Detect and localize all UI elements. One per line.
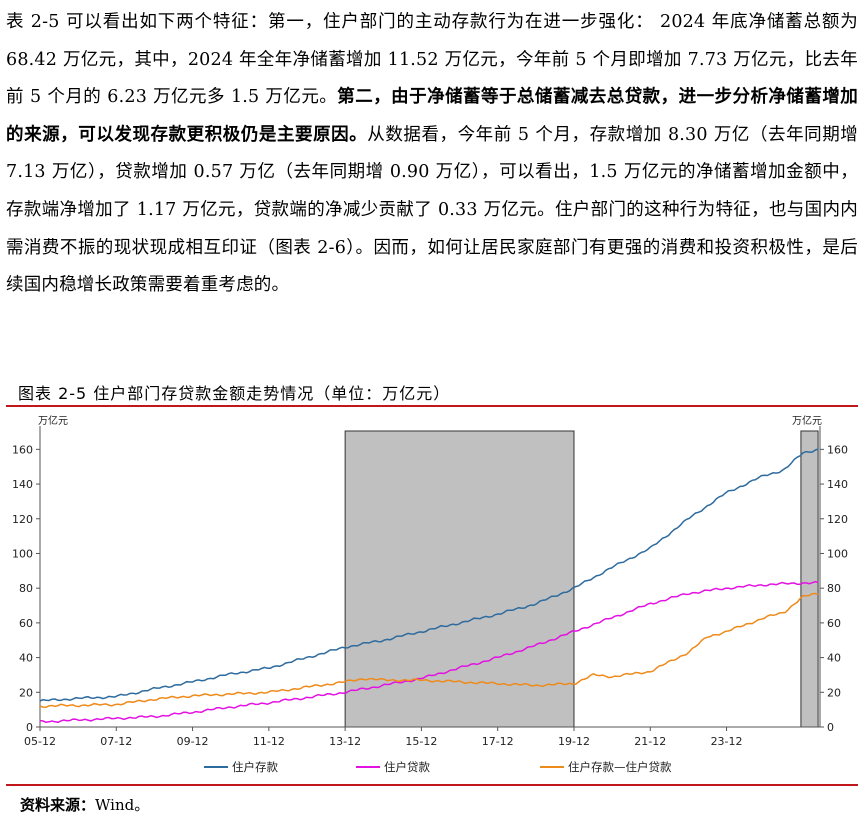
x-tick-label: 21-12 xyxy=(634,735,666,748)
x-tick-label: 11-12 xyxy=(253,735,285,748)
source-value: Wind。 xyxy=(95,796,150,814)
y-axis-unit-right: 万亿元 xyxy=(792,414,822,427)
body-paragraph: 表 2-5 可以看出如下两个特征：第一，住户部门的主动存款行为在进一步强化： 2… xyxy=(6,4,858,305)
y-tick-label-right: 140 xyxy=(827,478,848,491)
x-tick-label: 23-12 xyxy=(711,735,743,748)
y-tick-label-right: 40 xyxy=(827,652,841,665)
y-tick-label-left: 0 xyxy=(26,721,33,734)
x-tick-label: 17-12 xyxy=(482,735,514,748)
paragraph-part-2: 从数据看，今年前 5 个月，存款增加 8.30 万亿（去年同期增 7.13 万亿… xyxy=(6,124,858,296)
deposit-loan-chart: 0 0 20 20 40 40 60 60 80 80 100 100 120 120 140 140 160 1… xyxy=(12,414,848,774)
y-tick-label-left: 40 xyxy=(19,652,33,665)
x-tick-label: 13-12 xyxy=(329,735,361,748)
y-tick-label-right: 100 xyxy=(827,547,848,560)
shaded-region-1 xyxy=(800,430,819,728)
source-note: 资料来源：Wind。 xyxy=(20,794,149,815)
source-label: 资料来源： xyxy=(20,796,96,814)
paragraph-part-1: 表 2-5 可以看出如下两个特征：第一，住户部门的主动存款行为在进一步强化： 2… xyxy=(6,12,858,108)
x-tick-label: 19-12 xyxy=(558,735,590,748)
y-tick-label-left: 60 xyxy=(19,617,33,630)
x-tick-label: 07-12 xyxy=(100,735,132,748)
x-tick-label: 09-12 xyxy=(177,735,209,748)
y-tick-label-left: 160 xyxy=(12,443,33,456)
x-tick-label: 05-12 xyxy=(24,735,56,748)
paragraph-bold-sentence: 第二，由于净储蓄等于总储蓄减去总贷款，进一步分析净储蓄增加的来源，可以发现存款更… xyxy=(6,87,858,145)
y-tick-label-left: 100 xyxy=(12,547,33,560)
y-tick-label-right: 80 xyxy=(827,582,841,595)
shaded-region-0 xyxy=(344,430,575,728)
series-line-0 xyxy=(39,448,819,702)
legend-label-1: 住户贷款 xyxy=(384,760,430,774)
top-rule xyxy=(6,405,858,407)
legend-label-0: 住户存款 xyxy=(232,760,278,774)
legend-label-2: 住户存款—住户贷款 xyxy=(568,760,672,774)
series-line-2 xyxy=(39,592,819,708)
y-tick-label-right: 160 xyxy=(827,443,848,456)
y-tick-label-left: 120 xyxy=(12,513,33,526)
figure-title: 图表 2-5 住户部门存贷款金额走势情况（单位：万亿元） xyxy=(18,384,451,403)
y-tick-label-right: 60 xyxy=(827,617,841,630)
y-tick-label-left: 140 xyxy=(12,478,33,491)
y-tick-label-left: 80 xyxy=(19,582,33,595)
y-tick-label-right: 0 xyxy=(827,721,834,734)
x-tick-label: 15-12 xyxy=(405,735,437,748)
y-tick-label-left: 20 xyxy=(19,686,33,699)
y-tick-label-right: 120 xyxy=(827,513,848,526)
series-line-1 xyxy=(39,580,819,724)
bottom-rule xyxy=(6,784,858,786)
y-axis-unit-left: 万亿元 xyxy=(38,414,68,427)
y-tick-label-right: 20 xyxy=(827,686,841,699)
